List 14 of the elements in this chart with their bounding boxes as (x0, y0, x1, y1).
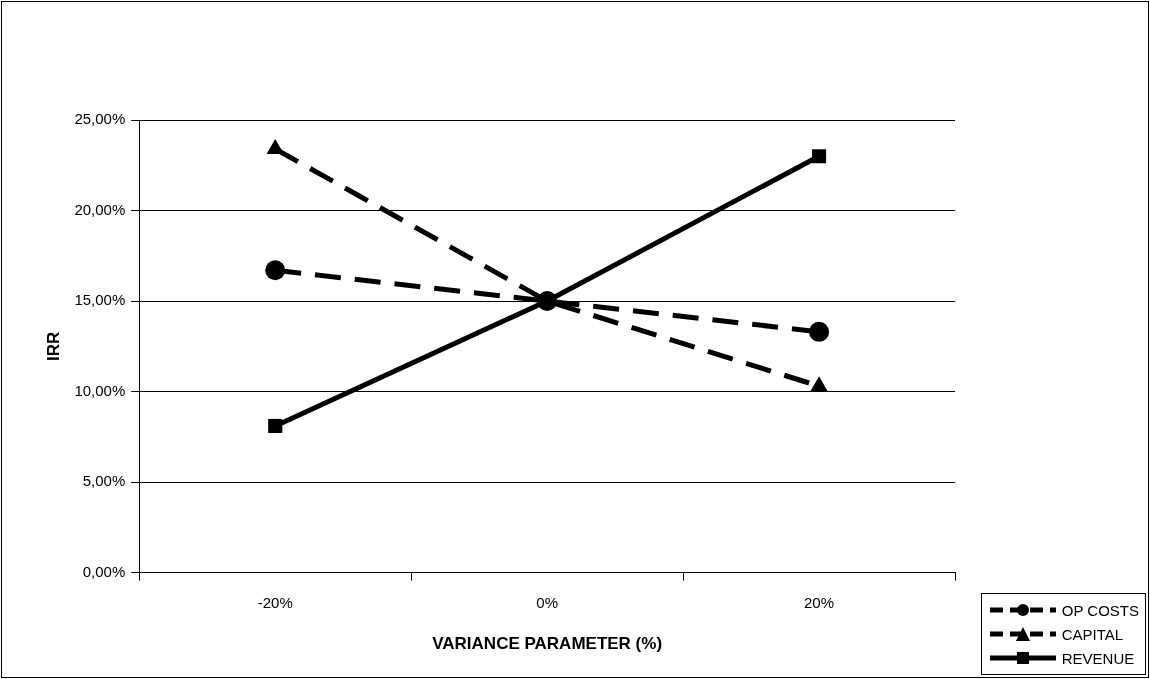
y-tick-label: 25,00% (74, 110, 126, 128)
x-axis-title: VARIANCE PARAMETER (%) (432, 634, 663, 654)
y-tick-label: 20,00% (74, 200, 126, 218)
y-tick-label: 10,00% (74, 381, 126, 399)
x-tick-label: 0% (536, 593, 558, 611)
legend-label: REVENUE (1061, 649, 1135, 667)
x-tick-label: 20% (804, 593, 835, 611)
x-tick-label: -20% (257, 593, 293, 611)
legend-label: CAPITAL (1061, 625, 1124, 643)
y-tick-label: 0,00% (82, 562, 126, 580)
legend-label: OP COSTS (1061, 601, 1139, 619)
y-tick-label: 15,00% (74, 291, 126, 309)
y-tick-label: 5,00% (82, 472, 126, 490)
y-axis-title: IRR (43, 331, 63, 361)
